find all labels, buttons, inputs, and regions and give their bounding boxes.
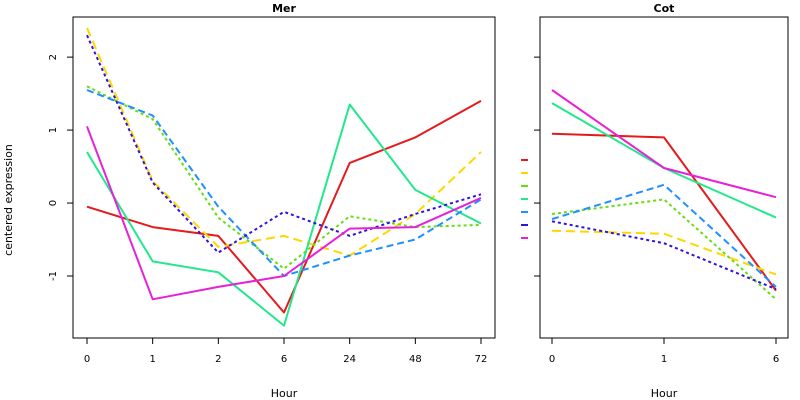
plot-area-mer: 0 1 2 6 24 48 72 -1 0 1 2 <box>48 16 496 365</box>
series-line-red <box>551 132 777 292</box>
y-tick-label: -1 <box>48 271 59 281</box>
series-line-teal <box>86 103 482 327</box>
plot-frame <box>539 16 789 339</box>
x-tick-label: 24 <box>343 354 356 365</box>
series-line-blue <box>551 183 777 288</box>
series-line-blue <box>86 89 482 277</box>
plot-area-cot: 0 1 6 <box>534 16 789 365</box>
x-tick-label: 1 <box>661 354 667 365</box>
x-tick-label: 1 <box>149 354 155 365</box>
plot-frame <box>72 16 496 339</box>
series-line-magenta <box>551 89 777 199</box>
series-line-teal <box>551 102 777 219</box>
panel-mer: Mer 0 1 2 6 24 48 72 -1 0 1 2 Hour <box>48 2 496 400</box>
x-axis-label-mer: Hour <box>271 387 298 400</box>
series-line-gold <box>86 27 482 257</box>
x-tick-label: 0 <box>549 354 555 365</box>
panel-title-mer: Mer <box>272 2 296 15</box>
series-line-purple <box>86 34 482 254</box>
series-line-red <box>86 100 482 314</box>
series-line-lime <box>551 198 777 301</box>
y-tick-label: 1 <box>48 127 59 133</box>
x-tick-label: 72 <box>475 354 488 365</box>
y-axis-label: centered expression <box>2 144 15 256</box>
x-axis-label-cot: Hour <box>651 387 678 400</box>
series-line-purple <box>551 220 777 291</box>
series-line-magenta <box>86 126 482 301</box>
x-tick-label: 0 <box>84 354 90 365</box>
panel-cot: Cot 0 1 6 Hour <box>534 2 789 400</box>
series-line-gold <box>551 229 777 276</box>
x-tick-label: 48 <box>409 354 422 365</box>
color-legend <box>521 159 528 239</box>
y-tick-label: 2 <box>48 54 59 60</box>
x-tick-label: 6 <box>281 354 287 365</box>
x-tick-label: 2 <box>215 354 221 365</box>
panel-title-cot: Cot <box>654 2 675 15</box>
x-tick-label: 6 <box>773 354 779 365</box>
series-line-lime <box>86 85 482 270</box>
y-tick-label: 0 <box>48 200 59 206</box>
